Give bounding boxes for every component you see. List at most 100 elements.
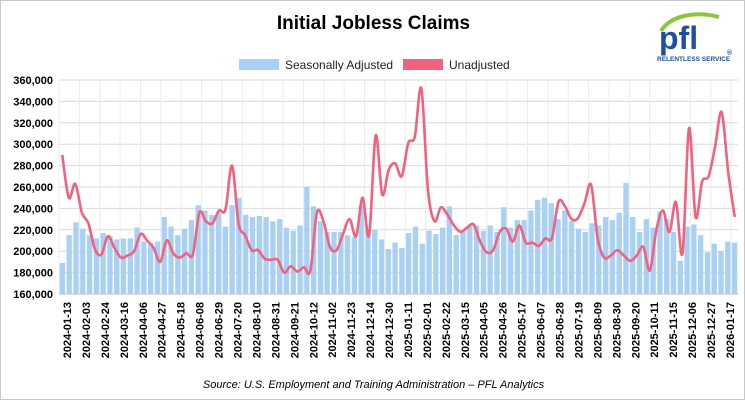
bar-seasonally-adjusted — [331, 231, 337, 294]
x-tick-label: 2024-02-24 — [100, 301, 112, 358]
chart-title: Initial Jobless Claims — [276, 13, 471, 34]
bar-seasonally-adjusted — [480, 230, 487, 294]
bar-seasonally-adjusted — [256, 215, 262, 294]
bar-seasonally-adjusted — [365, 229, 371, 294]
bar-seasonally-adjusted — [351, 237, 358, 294]
legend-label-seasonally-adjusted: Seasonally Adjusted — [285, 58, 394, 72]
bar-seasonally-adjusted — [236, 197, 242, 294]
bar-seasonally-adjusted — [731, 242, 738, 294]
x-tick-label: 2026-01-17 — [725, 302, 737, 358]
bar-seasonally-adjusted — [209, 214, 215, 294]
bar-seasonally-adjusted — [602, 216, 609, 294]
x-tick-label: 2025-12-06 — [687, 302, 699, 358]
bar-seasonally-adjusted — [453, 235, 459, 294]
bar-seasonally-adjusted — [324, 231, 330, 294]
bar-seasonally-adjusted — [358, 206, 364, 294]
x-tick-label: 2024-12-30 — [384, 302, 396, 358]
logo-trademark: ® — [727, 49, 733, 57]
bar-seasonally-adjusted — [127, 238, 133, 294]
bar-seasonally-adjusted — [711, 243, 717, 294]
bar-seasonally-adjusted — [249, 216, 256, 294]
bar-seasonally-adjusted — [446, 206, 453, 294]
bar-seasonally-adjusted — [528, 210, 534, 294]
x-tick-label: 2024-04-27 — [157, 302, 169, 358]
bar-seasonally-adjusted — [636, 231, 643, 294]
bar-seasonally-adjusted — [426, 230, 432, 294]
bar-seasonally-adjusted — [338, 231, 344, 294]
y-tick-label: 360,000 — [13, 75, 53, 87]
bar-seasonally-adjusted — [304, 187, 310, 294]
y-tick-label: 220,000 — [13, 225, 53, 237]
bar-seasonally-adjusted — [467, 225, 473, 294]
bar-seasonally-adjusted — [263, 216, 269, 294]
bar-seasonally-adjusted — [283, 227, 290, 294]
bar-seasonally-adjusted — [148, 242, 154, 294]
x-tick-label: 2024-02-03 — [81, 302, 93, 358]
bar-seasonally-adjusted — [698, 235, 704, 294]
logo-text: pfl — [659, 20, 698, 56]
bar-seasonally-adjusted — [664, 219, 670, 294]
x-tick-label: 2025-09-20 — [630, 302, 642, 358]
bar-seasonally-adjusted — [154, 241, 161, 294]
x-tick-label: 2024-11-23 — [346, 302, 358, 358]
bar-seasonally-adjusted — [406, 233, 412, 294]
bar-seasonally-adjusted — [134, 227, 140, 294]
bar-seasonally-adjusted — [691, 224, 697, 294]
bar-seasonally-adjusted — [86, 235, 93, 294]
x-tick-label: 2025-11-15 — [668, 302, 680, 358]
bar-seasonally-adjusted — [494, 231, 500, 294]
bar-seasonally-adjusted — [412, 226, 419, 294]
x-tick-label: 2024-09-21 — [289, 302, 301, 358]
bar-seasonally-adjusted — [222, 226, 229, 294]
x-tick-label: 2024-01-13 — [62, 302, 74, 358]
bar-seasonally-adjusted — [589, 223, 595, 294]
bar-seasonally-adjusted — [548, 203, 554, 294]
x-tick-label: 2025-04-05 — [479, 302, 491, 358]
bar-seasonally-adjusted — [114, 239, 120, 294]
x-tick-label: 2025-01-11 — [403, 302, 415, 358]
y-tick-label: 280,000 — [13, 161, 53, 173]
bar-seasonally-adjusted — [657, 211, 663, 294]
bar-seasonally-adjusted — [704, 252, 711, 294]
bar-seasonally-adjusted — [521, 220, 527, 294]
bar-seasonally-adjusted — [270, 221, 276, 294]
bar-seasonally-adjusted — [582, 231, 588, 294]
bar-seasonally-adjusted — [684, 226, 690, 294]
logo-tagline: RELENTLESS SERVICE — [657, 56, 731, 63]
bar-seasonally-adjusted — [616, 212, 622, 294]
legend-swatch-seasonally-adjusted — [239, 59, 279, 70]
x-tick-label: 2025-02-22 — [441, 302, 453, 358]
x-tick-label: 2025-08-30 — [611, 302, 623, 358]
legend-swatch-unadjusted — [403, 59, 443, 70]
bar-seasonally-adjusted — [107, 236, 113, 294]
bar-seasonally-adjusted — [725, 241, 731, 294]
bar-seasonally-adjusted — [161, 216, 167, 294]
bar-seasonally-adjusted — [372, 229, 378, 294]
bar-seasonally-adjusted — [562, 210, 568, 294]
x-tick-label: 2024-03-16 — [119, 302, 131, 358]
y-tick-label: 180,000 — [13, 268, 53, 280]
x-tick-label: 2024-10-12 — [308, 302, 320, 358]
bar-seasonally-adjusted — [100, 233, 106, 294]
x-tick-label: 2025-08-09 — [592, 302, 604, 358]
line-series — [60, 86, 737, 276]
bar-seasonally-adjusted — [507, 227, 514, 294]
bar-seasonally-adjusted — [541, 197, 548, 294]
y-tick-label: 160,000 — [13, 289, 53, 301]
bar-seasonally-adjusted — [399, 247, 405, 294]
bar-seasonally-adjusted — [514, 220, 520, 294]
bar-seasonally-adjusted — [168, 226, 174, 294]
bar-seasonally-adjusted — [243, 214, 249, 294]
bar-seasonally-adjusted — [175, 235, 181, 294]
bar-seasonally-adjusted — [460, 229, 466, 294]
bar-seasonally-adjusted — [195, 205, 201, 294]
x-tick-label: 2025-06-28 — [555, 302, 567, 358]
bar-seasonally-adjusted — [419, 243, 425, 294]
bar-seasonally-adjusted — [277, 219, 283, 294]
x-tick-label: 2024-08-10 — [251, 302, 263, 358]
pfl-logo: pfl RELENTLESS SERVICE ® — [657, 12, 733, 63]
bar-seasonally-adjusted — [141, 241, 147, 294]
bar-seasonally-adjusted — [718, 251, 724, 294]
